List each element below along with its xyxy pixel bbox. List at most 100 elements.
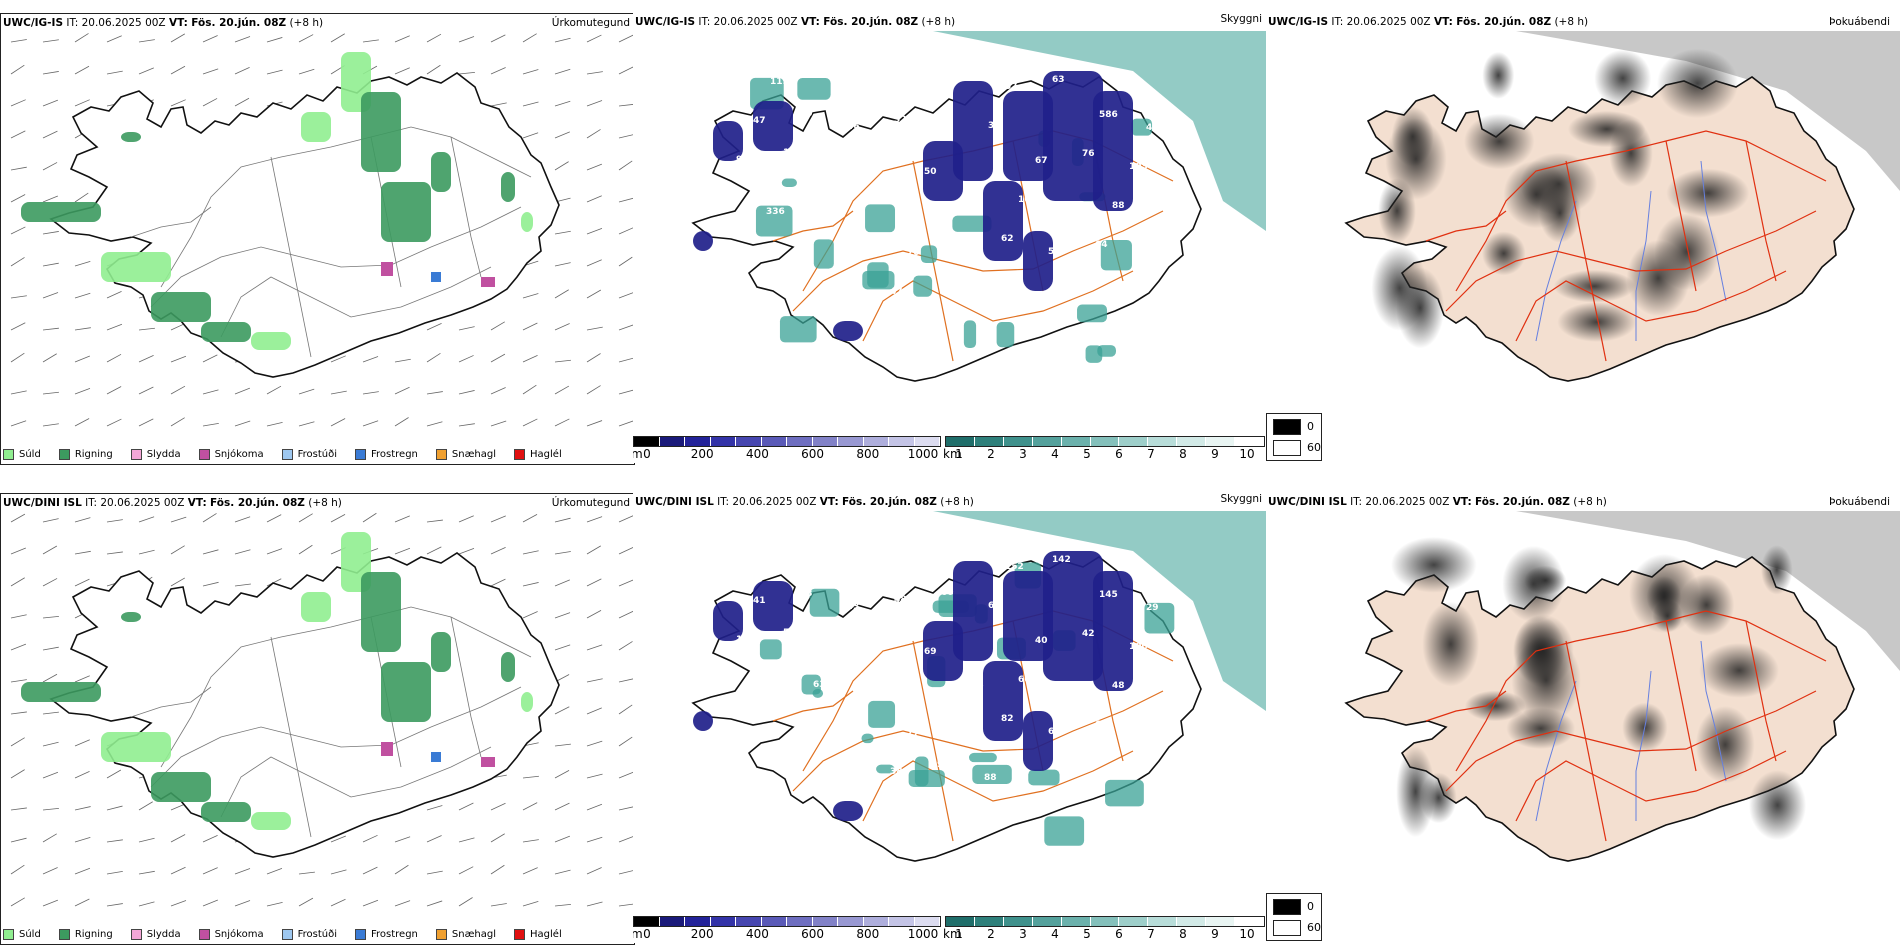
- panel-title: Skyggni: [1220, 13, 1263, 25]
- colorbar-swatches: [945, 916, 1265, 927]
- legend-label: Snæhagl: [451, 448, 497, 460]
- model-name: UWC/IG-IS: [1268, 16, 1329, 28]
- fog-legend-label-0: 0: [1307, 900, 1314, 913]
- legend-item-7: Haglél: [514, 928, 562, 940]
- colorbar-swatch: [1061, 917, 1091, 926]
- visibility-label: 72: [864, 563, 877, 573]
- colorbar-swatch: [736, 437, 762, 446]
- legend-swatch: [198, 448, 210, 460]
- colorbar-swatch: [787, 917, 813, 926]
- visibility-label: 10: [736, 635, 749, 645]
- vt-label: VT:: [1452, 496, 1472, 508]
- visibility-label: 296: [1142, 233, 1161, 243]
- visibility-label: 388: [890, 767, 909, 777]
- it-label: IT:: [1331, 16, 1344, 28]
- panel-header: UWC/DINI ISL IT: 20.06.2025 00Z VT: Fös.…: [635, 493, 1262, 509]
- colorbar-swatch: [736, 917, 762, 926]
- visibility-label: 67: [1048, 727, 1061, 737]
- colorbar-swatches: [945, 436, 1265, 447]
- visibility-label: 67: [877, 154, 890, 164]
- legend-item-0: Súld: [3, 928, 41, 940]
- it-label: IT:: [85, 497, 98, 509]
- colorbar-swatch: [710, 437, 736, 446]
- it-label: IT:: [66, 17, 79, 29]
- visibility-label: 59: [971, 202, 984, 212]
- visibility-label: 40: [1035, 636, 1048, 646]
- visibility-label: 60: [1018, 675, 1031, 685]
- visibility-label: 50: [971, 682, 984, 692]
- it-label: IT:: [698, 16, 711, 28]
- legend-label: Haglél: [530, 928, 562, 940]
- visibility-label: 107: [911, 76, 930, 86]
- visibility-label: 38: [988, 121, 1001, 131]
- it-label: IT:: [1350, 496, 1363, 508]
- visibility-label: 88: [1112, 201, 1125, 211]
- legend-swatch: [3, 448, 14, 460]
- colorbar-swatch: [1061, 437, 1091, 446]
- colorbar-unit: m: [633, 927, 643, 941]
- colorbar-tick: 1000: [907, 447, 939, 461]
- vt-value: Fös. 20.jún. 08Z: [1475, 496, 1570, 508]
- colorbar-tick: 4: [1051, 927, 1059, 941]
- visibility-label: 11: [796, 239, 809, 249]
- it-value: 20.06.2025 00Z: [732, 496, 817, 508]
- lead-time: (+8 h): [921, 16, 956, 28]
- it-value: 20.06.2025 00Z: [100, 497, 185, 509]
- visibility-label: 70: [907, 248, 920, 258]
- visibility-label: 57: [843, 274, 856, 284]
- colorbar-swatch: [838, 917, 864, 926]
- legend-label: Snjókoma: [214, 448, 264, 460]
- colorbar-tick: 200: [690, 927, 714, 941]
- colorbar-swatch: [946, 917, 975, 926]
- legend-label: Slydda: [146, 928, 181, 940]
- fog-legend-swatch-60: [1273, 440, 1301, 456]
- fog-legend-swatch-60: [1273, 920, 1301, 936]
- visibility-label: 28: [860, 193, 873, 203]
- colorbar-swatch: [974, 437, 1004, 446]
- colorbar-swatch: [1032, 917, 1062, 926]
- ceiling-colorbar: m 0 200 400 600 800 1000: [633, 436, 941, 462]
- legend-label: Súld: [19, 448, 41, 460]
- vt-label: VT:: [1433, 16, 1453, 28]
- legend-label: Frostúði: [297, 928, 337, 940]
- visibility-label: 261: [723, 64, 742, 74]
- colorbar-tick: 800: [856, 927, 880, 941]
- colorbar-swatch: [685, 437, 711, 446]
- it-value: 20.06.2025 00Z: [1365, 496, 1450, 508]
- colorbar-tick: 0: [643, 447, 651, 461]
- vt-label: VT:: [168, 17, 188, 29]
- colorbar-tick: 3: [1019, 927, 1027, 941]
- visibility-label: 69: [830, 641, 843, 651]
- colorbar-tick: 8: [1179, 447, 1187, 461]
- legend-swatch: [58, 448, 70, 460]
- visibility-label: 57: [860, 673, 873, 683]
- visibility-label: 100: [1129, 642, 1148, 652]
- panel-title: Þokuábendi: [1829, 16, 1890, 28]
- visibility-label: 42: [1082, 629, 1095, 639]
- colorbar-tick: 7: [1147, 447, 1155, 461]
- colorbar-swatch: [1235, 437, 1264, 446]
- row2-visibility-panel: UWC/DINI ISL IT: 20.06.2025 00Z VT: Fös.…: [633, 493, 1266, 943]
- colorbar-swatch: [1177, 917, 1207, 926]
- it-value: 20.06.2025 00Z: [81, 17, 166, 29]
- model-name: UWC/DINI ISL: [1268, 496, 1347, 508]
- colorbar-swatch: [812, 917, 838, 926]
- visibility-label: 91: [937, 760, 950, 770]
- colorbar-swatch: [838, 437, 864, 446]
- visibility-label: 336: [766, 207, 785, 217]
- visibility-label: 47: [753, 116, 766, 126]
- visibility-label: 62: [1001, 234, 1014, 244]
- legend-item-6: Snæhagl: [435, 448, 497, 460]
- colorbar-swatch: [787, 437, 813, 446]
- visibility-label: 586: [1099, 110, 1118, 120]
- legend-swatch: [514, 448, 526, 460]
- legend-swatch: [435, 448, 447, 460]
- colorbar-swatch: [1177, 437, 1207, 446]
- colorbar-swatch: [634, 917, 660, 926]
- visibility-label: 29: [1146, 603, 1159, 613]
- visibility-colorbar: km 1 2 3 4 5 6 7 8 9 10: [943, 916, 1265, 942]
- legend-label: Rigning: [74, 448, 113, 460]
- visibility-label: 108: [783, 148, 802, 158]
- colorbar-swatch: [634, 437, 660, 446]
- fog-legend-label-60: 60: [1307, 921, 1321, 934]
